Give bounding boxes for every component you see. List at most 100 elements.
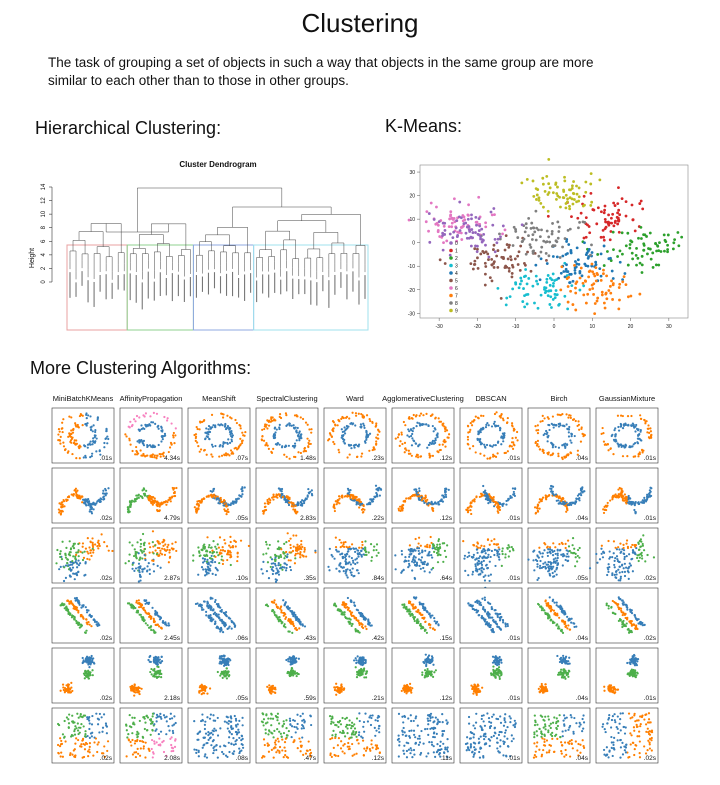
cell-point (463, 554, 467, 557)
cell-point (268, 543, 271, 547)
cell-point (239, 437, 242, 440)
cell-point (429, 454, 432, 457)
cell-point (294, 426, 297, 429)
cell-point (582, 435, 585, 438)
cell-point (86, 501, 89, 504)
cell-point (504, 553, 507, 556)
cell-point (269, 420, 272, 423)
cell-point (576, 548, 580, 552)
algorithm-cell: .07s (187, 407, 251, 464)
kmeans-point (616, 202, 620, 206)
cell-point (265, 423, 268, 426)
cell-point (538, 567, 542, 570)
kmeans-point (458, 229, 462, 232)
cell-point (414, 537, 417, 541)
cell-point (241, 441, 244, 445)
cell-point (210, 443, 214, 446)
cell-point (438, 546, 442, 550)
cell-point (280, 496, 283, 499)
cell-point (205, 554, 208, 557)
merge (138, 234, 164, 249)
cell-point (299, 504, 302, 507)
cell-point (476, 562, 479, 565)
cell-point (500, 564, 503, 567)
cell-point (435, 546, 438, 549)
cell-point (436, 433, 439, 436)
kmeans-point (463, 218, 467, 222)
cell-point (471, 573, 474, 576)
cell-point (627, 496, 630, 499)
cell-point (628, 553, 631, 556)
cell-point (410, 434, 413, 438)
cell-point (643, 499, 646, 502)
cell-point (92, 437, 95, 440)
cell-point (478, 568, 481, 571)
kmeans-point (496, 286, 500, 290)
kmeans-point (590, 200, 594, 204)
cell-point (346, 562, 350, 565)
cell-point (598, 558, 602, 561)
cell-point (146, 569, 149, 572)
cell-point (474, 451, 477, 454)
cell-point (619, 425, 623, 428)
kmeans-point (514, 230, 518, 233)
kmeans-point (528, 243, 532, 247)
cell-point (411, 432, 414, 436)
cell-point (358, 506, 361, 509)
kmeans-point (626, 231, 630, 235)
cell-point (264, 540, 268, 544)
cell-point (83, 631, 87, 634)
cell-point (169, 555, 172, 558)
cell-point (156, 539, 159, 543)
cell-point (236, 559, 239, 563)
cell-point (552, 542, 555, 545)
cell-point (630, 546, 633, 549)
cell-point (401, 506, 404, 510)
cell-point (202, 568, 205, 571)
cell-point (143, 544, 146, 547)
merge (78, 231, 104, 247)
kmeans-point (598, 267, 602, 271)
cell-point (600, 432, 603, 435)
kmeans-point (564, 206, 568, 210)
cell-point (563, 444, 566, 447)
cell-point (157, 554, 160, 558)
kmeans-point (566, 300, 570, 304)
cell-point (77, 549, 80, 552)
kmeans-point (470, 213, 473, 217)
cell-point (136, 541, 139, 544)
cell-point (301, 417, 305, 421)
cell-point (61, 540, 64, 543)
cell-point (373, 545, 376, 548)
cell-point (139, 556, 142, 559)
cell-point (74, 487, 78, 490)
cell-point (209, 606, 212, 609)
cell-point (238, 494, 241, 497)
kmeans-point (618, 249, 622, 253)
cell-point (565, 510, 568, 513)
cell-point (354, 424, 357, 427)
cell-point (243, 486, 246, 489)
cell-point (154, 623, 157, 626)
cell-point (163, 415, 166, 419)
kmeans-point (450, 217, 454, 220)
cell-point (367, 551, 370, 554)
kmeans-point (584, 180, 588, 184)
cell-point (362, 424, 366, 427)
cell-point (209, 619, 212, 622)
kmeans-point (480, 238, 484, 241)
kmeans-point (442, 224, 446, 228)
cell-point (480, 414, 483, 417)
kmeans-point (622, 275, 626, 279)
cell-point (162, 544, 165, 547)
tick-label: 30 (666, 324, 672, 330)
kmeans-point (484, 265, 488, 268)
kmeans-point (480, 240, 484, 244)
cell-point (532, 559, 535, 562)
kmeans-point (550, 232, 554, 236)
cell-point (301, 545, 304, 548)
cell-point (73, 439, 76, 442)
cell-point (288, 630, 291, 633)
cell-point (617, 443, 620, 446)
kmeans-point (642, 243, 646, 247)
